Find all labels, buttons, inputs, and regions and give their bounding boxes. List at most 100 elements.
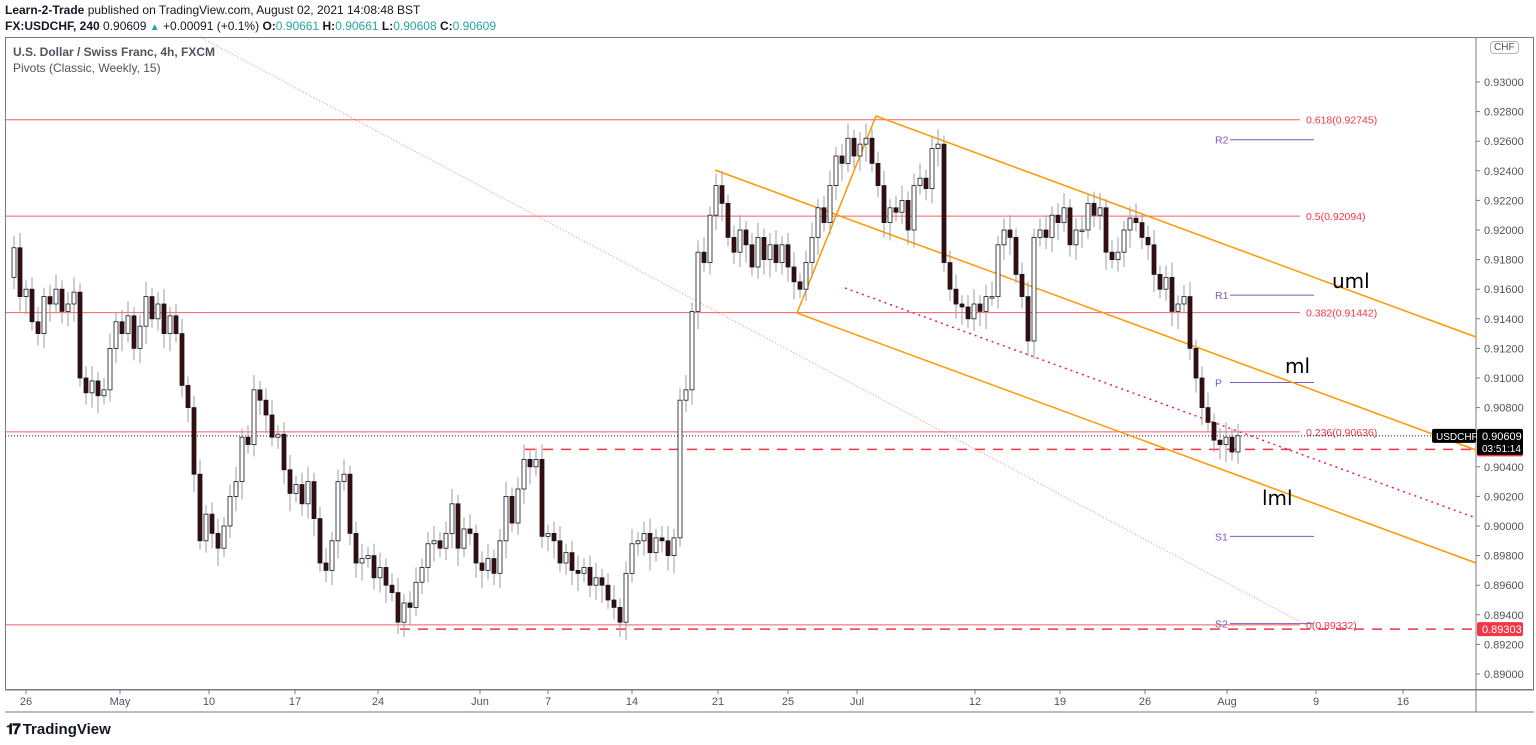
candle-up: [1175, 303, 1181, 312]
candle-down: [95, 380, 101, 397]
candle-up: [239, 436, 245, 483]
candles: [11, 123, 1241, 640]
close-label: C:: [439, 19, 453, 33]
fib-trend-line: [199, 36, 1307, 626]
y-tick-label: 0.91600: [1484, 284, 1524, 296]
candle-down: [161, 303, 167, 335]
candle-down: [131, 315, 137, 349]
candle-down: [1013, 236, 1019, 275]
y-tick-label: 0.92600: [1484, 136, 1524, 148]
candle-down: [893, 207, 899, 213]
candle-down: [977, 303, 983, 312]
candle-up: [863, 137, 869, 145]
candle-down: [821, 207, 827, 224]
currency-badge[interactable]: CHF: [1490, 41, 1519, 54]
candle-up: [887, 207, 893, 224]
candle-up: [275, 433, 281, 438]
candle-up: [803, 262, 809, 290]
candle-down: [437, 540, 443, 549]
candle-up: [1163, 276, 1169, 290]
candle-down: [473, 533, 479, 564]
open-label: O:: [262, 19, 276, 33]
x-tick-label: 24: [372, 696, 384, 708]
candle-down: [263, 399, 269, 416]
candle-up: [65, 303, 71, 312]
pivot-levels: R2 R1 P S1 S2: [1215, 135, 1314, 631]
publisher-name: Learn-2-Trade: [5, 3, 85, 17]
x-tick-label: 21: [712, 696, 724, 708]
x-axis[interactable]: 26 May 10 17 24 Jun 7 14 21 25 Jul 12 19 26 Aug 9 16: [5, 689, 1534, 713]
candle-up: [971, 303, 977, 320]
drawings: uml ml lml: [714, 115, 1477, 564]
x-tick-label: 26: [1139, 696, 1151, 708]
y-tick-label: 0.89800: [1484, 551, 1524, 563]
candle-up: [443, 533, 449, 549]
candle-down: [1007, 229, 1013, 238]
candle-down: [959, 303, 965, 308]
candle-up: [485, 558, 491, 571]
candle-down: [527, 458, 533, 468]
candle-down: [743, 229, 749, 246]
publish-info: Learn-2-Trade published on TradingView.c…: [5, 3, 420, 17]
candle-up: [221, 525, 227, 549]
candle-up: [365, 555, 371, 559]
x-tick-label: 17: [289, 696, 301, 708]
candle-up: [767, 244, 773, 261]
y-tick-label: 0.90000: [1484, 521, 1524, 533]
candle-down: [281, 433, 287, 471]
y-tick-label: 0.90800: [1484, 403, 1524, 415]
candle-down: [479, 562, 485, 571]
candle-up: [1181, 296, 1187, 305]
candle-up: [203, 513, 209, 542]
candle-down: [719, 185, 725, 204]
y-axis[interactable]: 0.93000 0.92800 0.92600 0.92400 0.92200 0.920…: [1475, 37, 1524, 690]
candle-down: [173, 315, 179, 334]
tradingview-logo: 𝟏𝟕 TradingView: [6, 721, 111, 738]
candle-up: [377, 567, 383, 579]
candle-up: [989, 296, 995, 299]
candle-down: [257, 389, 263, 401]
candle-down: [1043, 229, 1049, 238]
candle-up: [533, 458, 539, 468]
candle-up: [593, 577, 599, 586]
candle-down: [851, 137, 857, 157]
candle-up: [71, 291, 77, 305]
y-tick-label: 0.93000: [1484, 77, 1524, 89]
candle-up: [1115, 251, 1121, 260]
y-tick-label: 0.92000: [1484, 225, 1524, 237]
x-tick-label: 14: [626, 696, 638, 708]
support-price-badge: [1477, 622, 1523, 637]
x-tick-label: 19: [1054, 696, 1066, 708]
candle-up: [419, 567, 425, 583]
candle-down: [353, 533, 359, 564]
ohlc-bar: FX:USDCHF, 240 0.90609 ▲ +0.00091 (+0.1%…: [5, 19, 496, 33]
candle-up: [563, 552, 569, 564]
candle-down: [35, 321, 41, 335]
low-label: L:: [381, 19, 394, 33]
candle-up: [335, 481, 341, 542]
fib-level-label: 0.5(0.92094): [1306, 211, 1366, 223]
candle-up: [125, 315, 131, 334]
candle-up: [683, 389, 689, 401]
candle-up: [827, 185, 833, 224]
candle-down: [299, 484, 305, 505]
fib-level-label: 0.236(0.90636): [1306, 427, 1377, 439]
last-price: 0.90609: [103, 19, 147, 33]
support-price-text: 0.89303: [1482, 624, 1522, 636]
candle-down: [1025, 296, 1031, 342]
pivot-label: R2: [1215, 135, 1229, 147]
candle-down: [1067, 207, 1073, 246]
x-tick-label: 25: [782, 696, 794, 708]
candle-up: [995, 244, 1001, 298]
candle-down: [647, 533, 653, 554]
candle-down: [383, 567, 389, 586]
symbol-badge: [1432, 428, 1476, 443]
candle-up: [413, 581, 419, 608]
y-tick-label: 0.89400: [1484, 610, 1524, 622]
candle-up: [143, 296, 149, 327]
x-tick-label: Jun: [471, 696, 489, 708]
candle-up: [53, 288, 59, 305]
chart-legend-indicator[interactable]: Pivots (Classic, Weekly, 15): [13, 61, 161, 75]
candle-down: [953, 288, 959, 305]
